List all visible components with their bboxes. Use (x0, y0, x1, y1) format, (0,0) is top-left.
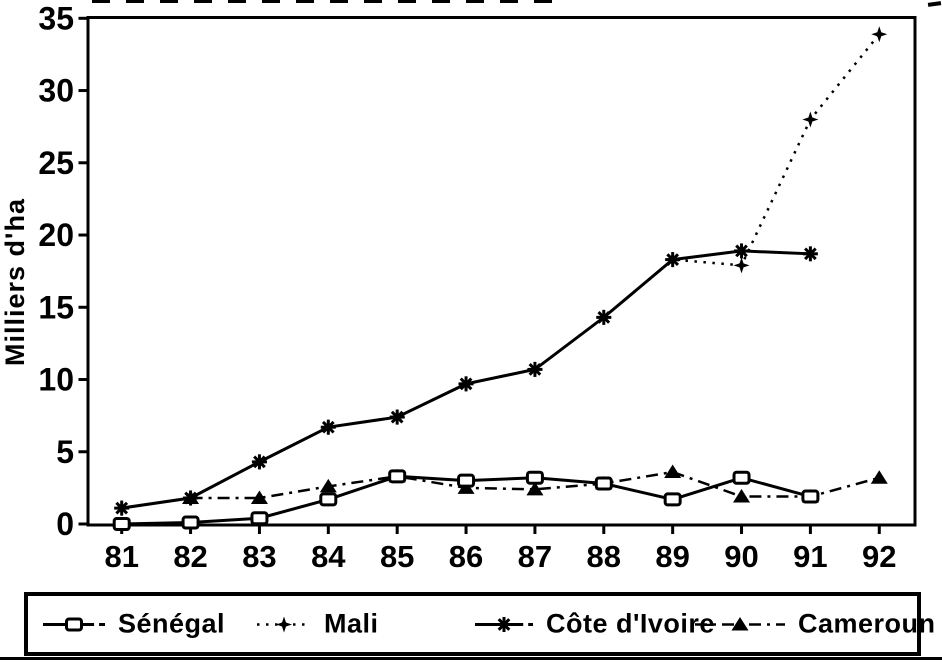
legend-label-mali: Mali (324, 608, 379, 639)
triangle-filled-legend-icon (695, 616, 785, 630)
y-tick-label: 20 (38, 217, 74, 253)
mali-marker (526, 361, 543, 378)
mali-legend-marker-icon (276, 616, 292, 632)
x-tick-label: 84 (311, 539, 346, 574)
x-tick-label: 88 (587, 539, 621, 574)
cote-d-ivoire-marker (802, 246, 818, 262)
senegal-marker (525, 470, 544, 485)
mali-marker (733, 257, 750, 274)
legend-entry-mali: Mali (256, 609, 379, 640)
x-tick-label: 91 (793, 539, 827, 574)
plot-svg: 0 5 10 15 20 25 30 35 81 82 83 84 85 86 87 88 89 90 91 92 Mi… (0, 0, 917, 574)
legend-label-cameroun: Cameroun (798, 608, 936, 639)
legend-label-senegal: Sénégal (118, 608, 226, 639)
cameroun-marker (250, 490, 268, 504)
cote-d-ivoire-marker (734, 243, 750, 259)
asterisk-stroke (804, 247, 817, 261)
x-tick-label: 90 (724, 539, 758, 574)
mali-marker (251, 453, 268, 470)
cameroun-marker (733, 489, 751, 503)
senegal-legend-marker-icon (65, 617, 83, 631)
chart-legend: Sénégal Mali Côte d'Ivoire Cameroun (24, 592, 935, 656)
plus-legend-icon (257, 616, 311, 632)
x-tick-label: 87 (518, 539, 552, 574)
x-tick-label: 85 (380, 539, 414, 574)
x-tick-label: 92 (862, 539, 896, 574)
asterisk-legend-icon (475, 616, 533, 632)
mali-marker (871, 26, 888, 43)
senegal-marker (732, 470, 751, 485)
series-line-mali (121, 33, 881, 510)
legend-entry-cote-d-ivoire: Côte d'Ivoire (474, 609, 715, 640)
x-tick-label: 82 (173, 539, 207, 574)
senegal-marker (594, 476, 613, 491)
x-tick-label: 83 (242, 539, 276, 574)
cameroun-marker (664, 464, 682, 478)
mali-marker (113, 500, 130, 517)
senegal-marker (319, 492, 338, 507)
mali-marker (802, 111, 819, 128)
x-tick-label: 89 (655, 539, 689, 574)
senegal-marker (112, 517, 131, 531)
mali-marker (664, 251, 681, 268)
scan-artifact-top-edge (92, 0, 562, 3)
y-tick-label: 10 (38, 362, 74, 398)
cameroun-marker (526, 481, 544, 496)
cote-d-ivoire-legend-marker-icon (496, 616, 512, 632)
mali-marker (595, 309, 612, 326)
y-tick-label: 5 (56, 434, 74, 470)
mali-marker (458, 375, 475, 392)
square-open-legend-icon (43, 617, 105, 631)
plot-frame (86, 16, 917, 527)
legend-entry-senegal: Sénégal (42, 609, 225, 640)
series-line-cameroun (190, 470, 880, 500)
legend-label-cote-d-ivoire: Côte d'Ivoire (546, 608, 715, 639)
x-tick-label: 86 (449, 539, 483, 574)
legend-entry-cameroun: Cameroun (694, 609, 936, 640)
scan-artifact-bottom-rule (0, 657, 942, 660)
senegal-marker (181, 515, 200, 530)
mali-marker (320, 419, 337, 436)
y-tick-label: 30 (38, 73, 74, 109)
senegal-marker (457, 473, 476, 488)
senegal-marker (250, 511, 269, 526)
senegal-marker (801, 489, 820, 504)
y-tick-label: 0 (56, 506, 74, 542)
y-tick-label: 25 (38, 145, 74, 181)
senegal-marker (663, 492, 682, 507)
cameroun-marker (319, 478, 337, 493)
mali-marker (389, 409, 406, 426)
y-tick-label: 35 (38, 0, 74, 36)
y-tick-label: 15 (38, 289, 74, 325)
cameroun-legend-marker-icon (731, 616, 749, 630)
senegal-marker (388, 469, 407, 484)
asterisk-stroke (735, 244, 748, 258)
asterisk-stroke (497, 617, 511, 631)
cameroun-marker (182, 490, 200, 504)
y-axis-title: Milliers d'ha (0, 198, 30, 366)
cameroun-marker (870, 470, 888, 484)
x-tick-label: 81 (104, 539, 138, 574)
